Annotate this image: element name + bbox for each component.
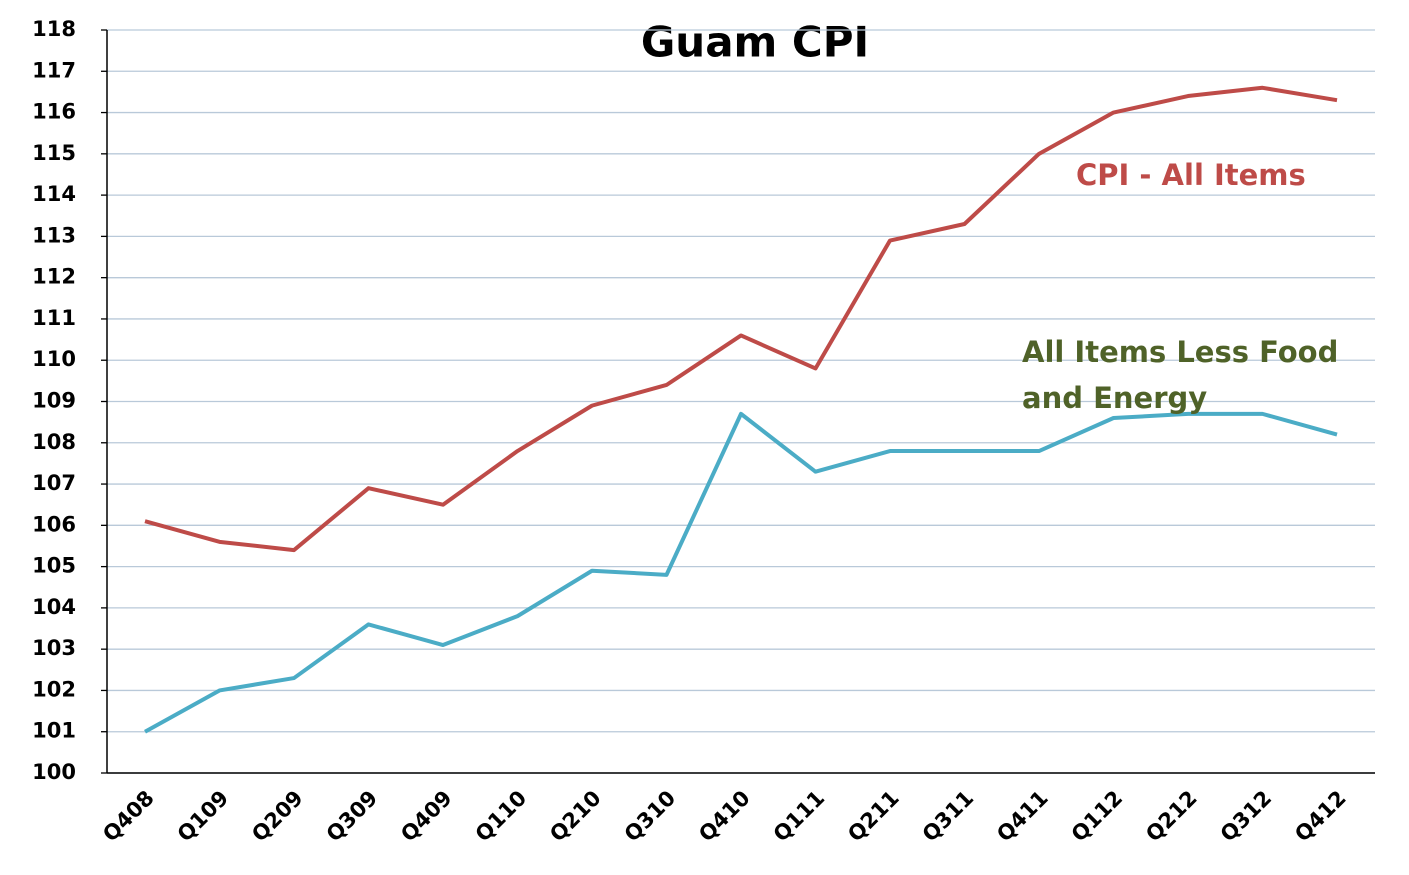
x-tick-label: Q211 bbox=[843, 786, 904, 847]
y-tick-label: 117 bbox=[32, 58, 76, 82]
x-tick-label: Q111 bbox=[769, 786, 830, 847]
x-tick-label: Q309 bbox=[322, 786, 383, 847]
chart-title: Guam CPI bbox=[641, 18, 869, 67]
x-tick-label: Q311 bbox=[918, 786, 979, 847]
x-tick-label: Q409 bbox=[396, 786, 457, 847]
y-tick-label: 110 bbox=[32, 347, 76, 371]
y-tick-label: 108 bbox=[32, 430, 76, 454]
x-tick-label: Q110 bbox=[471, 786, 532, 847]
x-tick-label: Q408 bbox=[98, 786, 159, 847]
y-tick-label: 109 bbox=[32, 389, 76, 413]
x-tick-label: Q312 bbox=[1216, 786, 1277, 847]
y-tick-label: 103 bbox=[32, 636, 76, 660]
y-tick-label: 107 bbox=[32, 471, 76, 495]
y-tick-label: 116 bbox=[32, 100, 76, 124]
series-label: All Items Less Food and Energy bbox=[1022, 335, 1339, 415]
y-tick-label: 100 bbox=[32, 760, 76, 784]
y-tick-label: 111 bbox=[32, 306, 76, 330]
y-tick-label: 105 bbox=[32, 554, 76, 578]
y-tick-label: 101 bbox=[32, 719, 76, 743]
y-tick-label: 118 bbox=[32, 17, 76, 41]
y-tick-label: 112 bbox=[32, 265, 76, 289]
x-tick-label: Q210 bbox=[545, 786, 606, 847]
y-tick-label: 106 bbox=[32, 512, 76, 536]
x-tick-label: Q212 bbox=[1141, 786, 1202, 847]
x-tick-label: Q412 bbox=[1290, 786, 1351, 847]
x-tick-label: Q310 bbox=[620, 786, 681, 847]
series-label: CPI - All Items bbox=[1076, 158, 1306, 192]
y-tick-label: 113 bbox=[32, 223, 76, 247]
y-tick-label: 102 bbox=[32, 677, 76, 701]
y-tick-label: 115 bbox=[32, 141, 76, 165]
series-line bbox=[144, 85, 1338, 553]
x-tick-label: Q109 bbox=[173, 786, 234, 847]
x-tick-label: Q112 bbox=[1067, 786, 1128, 847]
y-tick-label: 114 bbox=[32, 182, 76, 206]
series-line bbox=[144, 411, 1338, 734]
x-tick-label: Q209 bbox=[247, 786, 308, 847]
x-tick-label: Q411 bbox=[992, 786, 1053, 847]
y-tick-label: 104 bbox=[32, 595, 76, 619]
x-tick-label: Q410 bbox=[694, 786, 755, 847]
